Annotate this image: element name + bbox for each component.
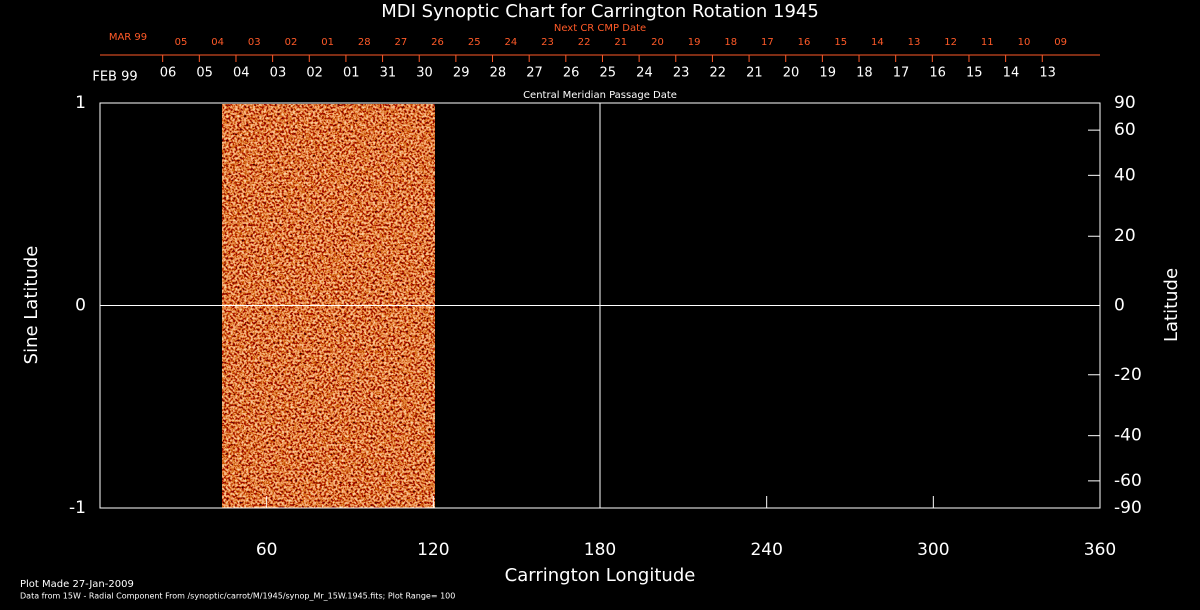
- top-axis-date: 12: [944, 37, 957, 48]
- top-axis-date: 05: [196, 66, 213, 81]
- top-axis-date: 26: [563, 66, 580, 81]
- top-axis-date: 24: [636, 66, 653, 81]
- y2-tick-label: -40: [1114, 426, 1142, 446]
- top-axis-date: 02: [285, 37, 298, 48]
- y-tick-label: 0: [75, 296, 86, 316]
- top-axis-date: 14: [871, 37, 884, 48]
- top-axis-title: Next CR CMP Date: [554, 23, 646, 34]
- y-axis-label: Sine Latitude: [21, 246, 42, 365]
- top-axis-date: 09: [1054, 37, 1067, 48]
- x-axis-label: Carrington Longitude: [505, 565, 696, 586]
- x-tick-label: 120: [417, 540, 449, 560]
- y-tick-label: 1: [75, 93, 86, 113]
- top-axis-date: 19: [819, 66, 836, 81]
- top-axis-date: 01: [321, 37, 334, 48]
- top-axis-date: 15: [966, 66, 983, 81]
- top-axis-date: 05: [175, 37, 188, 48]
- y2-tick-label: 60: [1114, 120, 1136, 140]
- y2-tick-label: -20: [1114, 365, 1142, 385]
- top-axis-date: 06: [160, 66, 177, 81]
- top-axis-date: 10: [1018, 37, 1031, 48]
- top-axis-date: 28: [358, 37, 371, 48]
- y2-tick-label: -90: [1114, 498, 1142, 518]
- top-axis-date: 24: [504, 37, 517, 48]
- top-axis-date: 20: [783, 66, 800, 81]
- top-axis-date: 17: [761, 37, 774, 48]
- top-axis-month: FEB 99: [92, 70, 137, 85]
- top-axis-title: Central Meridian Passage Date: [523, 90, 677, 101]
- top-axis-date: 25: [468, 37, 481, 48]
- top-axis-date: 03: [248, 37, 261, 48]
- y2-tick-label: 0: [1114, 296, 1125, 316]
- top-axis-date: 04: [211, 37, 224, 48]
- y-tick-label: -1: [69, 498, 86, 518]
- top-axis-date: 22: [709, 66, 726, 81]
- top-axis-date: 13: [908, 37, 921, 48]
- top-axis-date: 04: [233, 66, 250, 81]
- top-axis-date: 21: [746, 66, 763, 81]
- top-axis-date: 01: [343, 66, 360, 81]
- y2-tick-label: 40: [1114, 165, 1136, 185]
- top-axis-date: 26: [431, 37, 444, 48]
- top-axis-date: 29: [453, 66, 470, 81]
- top-axis-date: 17: [893, 66, 910, 81]
- y2-axis-label: Latitude: [1161, 268, 1182, 342]
- top-axis-date: 16: [798, 37, 811, 48]
- x-tick-label: 240: [750, 540, 782, 560]
- note: Data from 15W - Radial Component From /s…: [20, 592, 455, 601]
- top-axis-date: 18: [856, 66, 873, 81]
- x-tick-label: 300: [917, 540, 949, 560]
- top-axis-date: 18: [724, 37, 737, 48]
- top-axis-date: 31: [380, 66, 397, 81]
- top-axis-date: 20: [651, 37, 664, 48]
- top-axis-date: 22: [578, 37, 591, 48]
- top-axis-date: 14: [1003, 66, 1020, 81]
- top-axis-date: 28: [490, 66, 507, 81]
- y2-tick-label: 90: [1114, 93, 1136, 113]
- top-axis-date: 13: [1039, 66, 1056, 81]
- y2-tick-label: -60: [1114, 471, 1142, 491]
- top-axis-date: 19: [688, 37, 701, 48]
- top-axis-date: 27: [526, 66, 543, 81]
- chart-title: MDI Synoptic Chart for Carrington Rotati…: [381, 1, 819, 22]
- top-axis-date: 30: [416, 66, 433, 81]
- top-axis-date: 02: [306, 66, 323, 81]
- note: Plot Made 27-Jan-2009: [20, 579, 134, 590]
- top-axis-month: MAR 99: [109, 32, 147, 43]
- x-tick-label: 360: [1084, 540, 1116, 560]
- y2-tick-label: 20: [1114, 226, 1136, 246]
- top-axis-date: 15: [834, 37, 847, 48]
- top-axis-date: 21: [614, 37, 627, 48]
- top-axis-date: 23: [541, 37, 554, 48]
- top-axis-date: 11: [981, 37, 994, 48]
- x-tick-label: 60: [256, 540, 278, 560]
- top-axis-date: 27: [395, 37, 408, 48]
- top-axis-date: 03: [270, 66, 287, 81]
- top-axis-date: 16: [929, 66, 946, 81]
- top-axis-date: 23: [673, 66, 690, 81]
- x-tick-label: 180: [584, 540, 616, 560]
- top-axis-date: 25: [600, 66, 617, 81]
